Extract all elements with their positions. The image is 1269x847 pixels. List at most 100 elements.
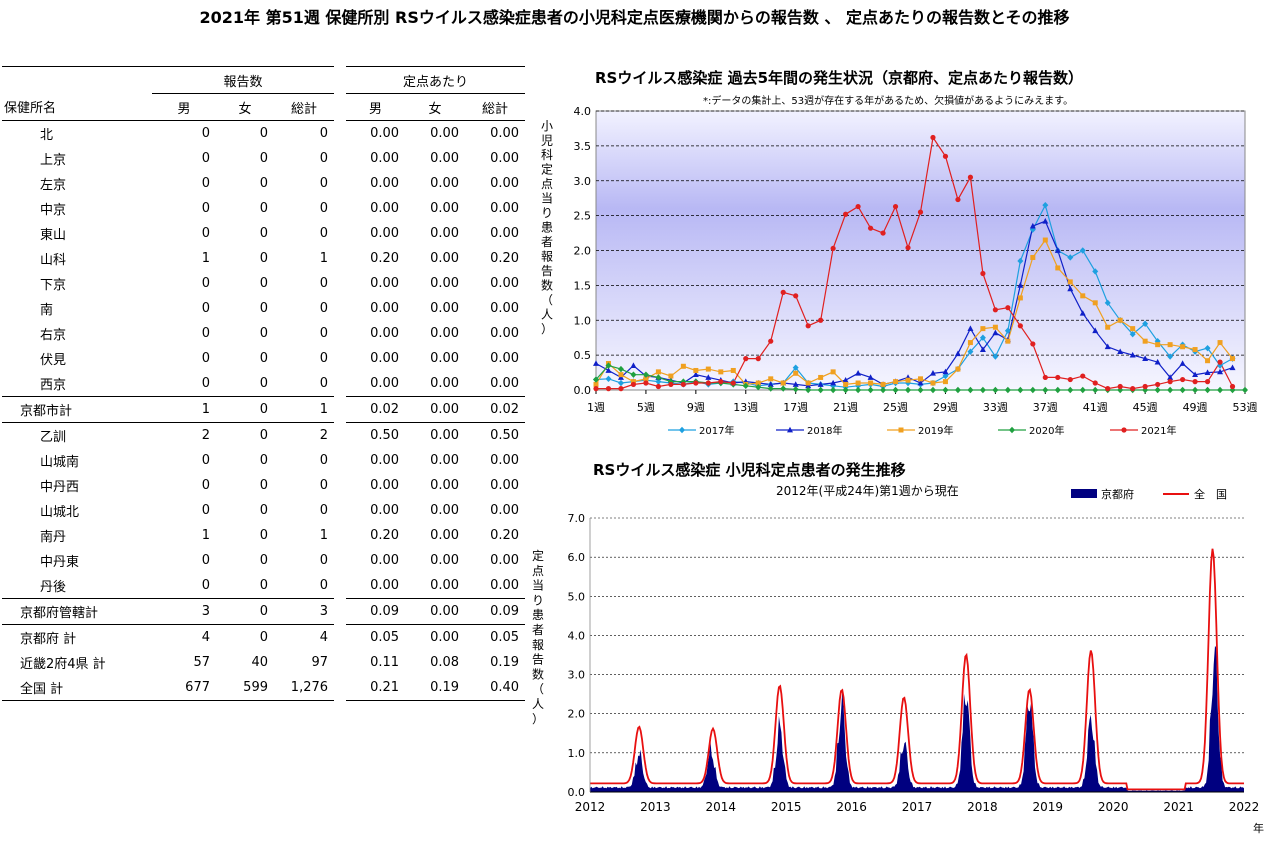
cell-value: 0 [259,301,268,316]
column-header-male: 男 [152,93,216,121]
x-tick-label: 2013 [640,800,671,814]
cell-value: 0.50 [346,422,406,448]
data-point [742,382,749,390]
data-point [892,203,899,210]
data-point [1105,386,1111,392]
data-point [1042,218,1049,224]
cell-value: 0 [259,251,268,266]
data-point [805,323,811,329]
data-point [980,326,986,332]
data-point [1092,300,1098,306]
cell-value: 1 [319,251,329,266]
cell-value: 1 [152,396,216,423]
row-name: 北 [40,128,54,143]
x-tick-label: 2019 [1033,800,1064,814]
x-tick-label: 2017 [902,800,933,814]
data-point [1067,376,1073,383]
data-point [929,386,936,394]
data-point [655,374,662,381]
data-point [843,381,849,387]
data-point [1017,323,1023,329]
row-name: 山城南 [40,455,80,470]
cell-value: 0.00 [490,478,520,493]
cell-value: 0 [259,351,268,366]
data-point [942,379,948,385]
data-point [930,134,936,141]
cell-value: 0.11 [370,655,400,670]
column-header-name: 保健所名 [2,93,152,121]
cell-value: 97 [311,655,329,670]
data-point [805,380,811,386]
data-point [755,356,761,362]
data-point [1105,324,1111,330]
data-point [967,340,973,346]
cell-value: 0.00 [370,578,400,593]
data-point [617,365,624,373]
data-point [1004,327,1011,334]
column-header-total-per: 総計 [465,93,526,121]
cell-value: 0.00 [370,176,400,191]
cell-value: 0.00 [490,503,520,518]
legend-marker [679,426,685,434]
chart2-y-axis-label: 定点当り患者報告数（人） [532,548,544,726]
data-point [880,381,886,387]
cell-value: 0.00 [430,503,460,518]
y-tick-label: 4.0 [574,105,592,118]
data-point [942,372,949,380]
x-tick-label: 2015 [771,800,802,814]
cell-value: 0 [201,151,210,166]
cell-value: 0.00 [405,422,466,448]
data-point [1042,374,1048,381]
row-name: 下京 [40,278,67,293]
cell-value: 0 [259,176,268,191]
data-point [1192,371,1199,378]
data-point [979,386,986,394]
cell-value: 0.00 [430,376,460,391]
row-name: 丹後 [40,580,67,595]
legend-marker [787,426,793,433]
data-point [917,379,924,386]
data-point [892,386,899,394]
y-tick-label: 4.0 [568,629,586,642]
cell-value: 0 [259,326,268,341]
x-tick-label: 2022 [1229,800,1260,814]
data-point [1030,341,1036,347]
cell-value: 0.00 [370,126,400,141]
data-point [1129,331,1136,338]
data-point [805,386,812,394]
y-tick-label: 6.0 [568,551,586,564]
cell-value: 0 [319,151,329,166]
cell-value: 0 [259,151,268,166]
data-point [1130,386,1136,392]
x-tick-label: 37週 [1033,401,1058,414]
data-point [1092,386,1099,394]
table-row: 南 0 0 0 0.00 0.00 0.00 [2,296,525,321]
data-point [1180,344,1186,350]
x-tick-label: 2012 [575,800,606,814]
cell-value: 0.20 [490,251,520,266]
data-point [830,379,837,386]
data-point [818,317,824,323]
cell-value: 0 [201,326,210,341]
data-point [668,381,674,388]
y-tick-label: 0.0 [568,786,586,799]
table-row: 上京 0 0 0 0.00 0.00 0.00 [2,146,525,171]
data-point [855,203,861,210]
cell-value: 0 [319,326,329,341]
data-point [817,381,824,387]
data-point [867,374,874,380]
x-tick-label: 2016 [836,800,867,814]
data-point [680,363,686,369]
data-point [1217,359,1223,365]
data-point [643,380,649,386]
cell-value: 0.00 [490,326,520,341]
legend-label: 2021年 [1141,424,1176,437]
cell-value: 0.21 [346,675,406,701]
cell-value: 0.09 [346,598,406,625]
data-point [1067,279,1073,285]
y-tick-label: 3.0 [568,669,586,682]
cell-value: 1 [319,528,329,543]
data-point [642,371,649,378]
cell-value: 0 [216,598,274,625]
cell-value: 0.19 [405,675,466,701]
